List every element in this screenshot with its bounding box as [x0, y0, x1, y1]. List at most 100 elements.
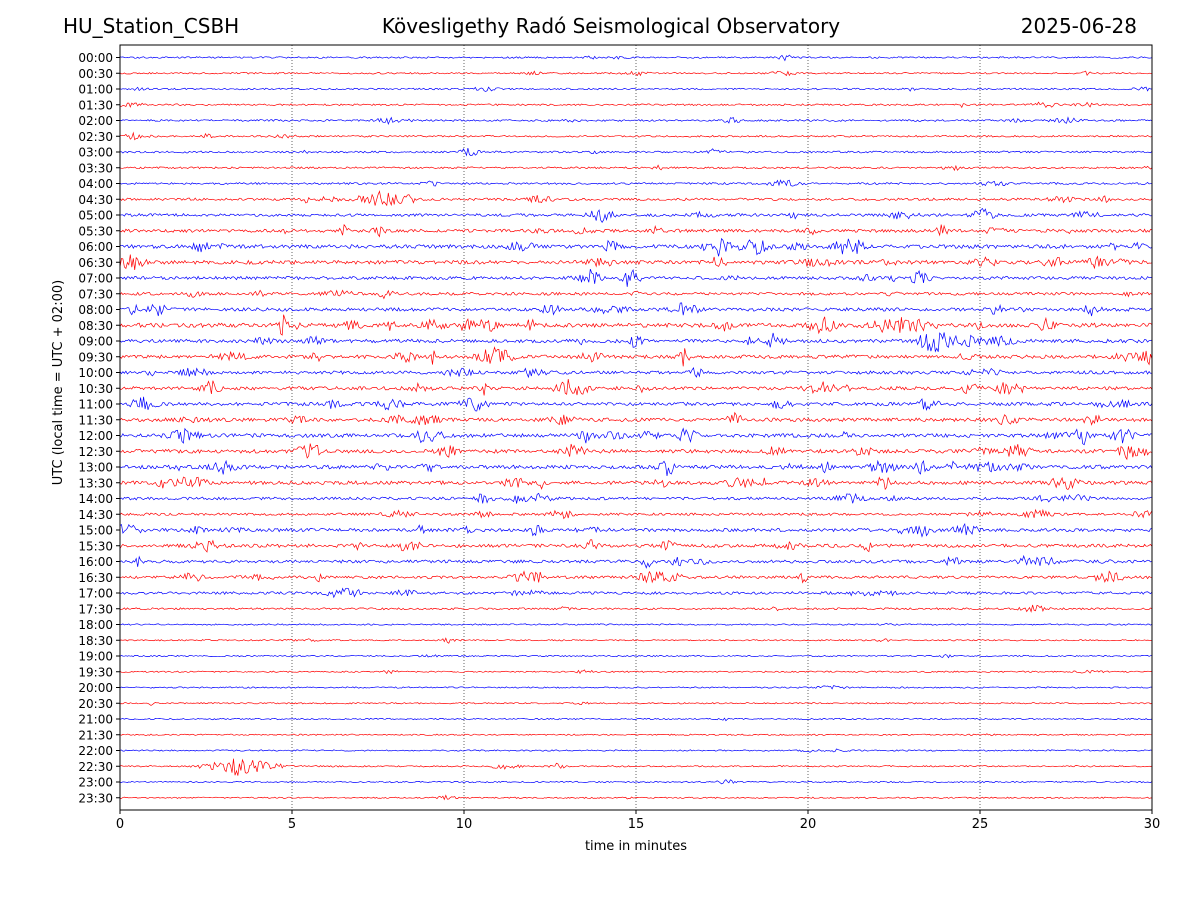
row-label: 18:30	[78, 634, 113, 648]
seismic-trace	[119, 70, 1153, 77]
seismic-trace	[119, 685, 1152, 690]
chart-title: Kövesligethy Radó Seismological Observat…	[381, 14, 841, 38]
seismic-trace	[119, 302, 1153, 317]
seismic-trace	[119, 669, 1153, 675]
seismic-trace	[119, 733, 1153, 737]
seismic-trace	[119, 223, 1153, 238]
trace-group	[119, 54, 1153, 801]
seismic-trace	[119, 476, 1153, 491]
row-label: 20:30	[78, 697, 113, 711]
seismic-trace	[119, 101, 1153, 109]
row-label: 11:00	[78, 398, 113, 412]
x-tick-label: 5	[288, 817, 296, 832]
row-label: 04:00	[78, 177, 113, 191]
seismic-trace	[119, 604, 1153, 613]
seismic-trace	[119, 289, 1153, 300]
y-axis-label: UTC (local time = UTC + 02:00)	[51, 280, 66, 485]
seismic-trace	[119, 396, 1153, 412]
seismic-trace	[119, 748, 1153, 753]
seismic-trace	[119, 346, 1153, 367]
seismic-trace	[119, 314, 1153, 336]
row-label: 09:00	[78, 335, 113, 349]
seismic-trace	[119, 717, 1153, 722]
seismic-trace	[119, 268, 1152, 287]
row-label: 16:00	[78, 555, 113, 569]
x-tick-label: 15	[628, 817, 645, 832]
row-label: 13:30	[78, 476, 113, 490]
x-tick-label: 30	[1144, 817, 1161, 832]
row-label: 17:00	[78, 587, 113, 601]
chart-date: 2025-06-28	[1020, 14, 1137, 38]
seismic-trace	[119, 332, 1153, 353]
seismic-trace	[119, 587, 1153, 599]
row-label: 15:00	[78, 524, 113, 538]
row-label: 19:30	[78, 665, 113, 679]
row-label: 01:00	[78, 83, 113, 97]
x-tick-label: 20	[800, 817, 817, 832]
x-tick-label: 10	[456, 817, 473, 832]
row-label: 18:00	[78, 618, 113, 632]
vertical-grid	[291, 45, 981, 810]
row-label: 14:00	[78, 492, 113, 506]
seismic-trace	[119, 179, 1153, 187]
seismic-trace	[119, 637, 1153, 644]
row-label: 13:00	[78, 461, 113, 475]
row-label: 06:30	[78, 256, 113, 270]
seismic-trace	[119, 701, 1153, 706]
seismic-trace	[119, 148, 1153, 157]
seismic-trace	[119, 539, 1153, 553]
row-label: 09:30	[78, 350, 113, 364]
seismic-trace	[119, 237, 1153, 257]
row-label: 08:30	[78, 319, 113, 333]
row-label: 19:00	[78, 650, 113, 664]
row-label: 03:00	[78, 146, 113, 160]
row-label: 06:00	[78, 240, 113, 254]
row-label: 22:30	[78, 760, 113, 774]
seismic-trace	[119, 54, 1153, 62]
row-label: 02:00	[78, 114, 113, 128]
x-tick-label: 0	[116, 817, 124, 832]
row-label: 10:30	[78, 382, 113, 396]
seismic-trace	[119, 443, 1153, 461]
row-label: 12:00	[78, 429, 113, 443]
x-axis-ticks: 0 5 10 15 20 25 30	[116, 810, 1160, 832]
seismic-trace	[119, 522, 1153, 538]
x-axis-label: time in minutes	[585, 839, 687, 854]
seismic-trace	[119, 164, 1153, 172]
row-label: 17:30	[78, 602, 113, 616]
row-label: 05:00	[78, 209, 113, 223]
seismic-trace	[119, 779, 1153, 785]
seismic-trace	[119, 86, 1153, 92]
row-label: 05:30	[78, 224, 113, 238]
seismic-trace	[119, 379, 1153, 396]
row-label: 12:30	[78, 445, 113, 459]
x-tick-label: 25	[972, 817, 989, 832]
seismic-trace	[119, 508, 1153, 520]
row-label: 16:30	[78, 571, 113, 585]
row-label: 23:30	[78, 791, 113, 805]
seismic-trace	[119, 411, 1153, 426]
row-label: 08:00	[78, 303, 113, 317]
row-label: 23:00	[78, 776, 113, 790]
row-label: 21:30	[78, 728, 113, 742]
row-label: 21:00	[78, 713, 113, 727]
row-label: 22:00	[78, 744, 113, 758]
seismic-trace	[119, 492, 1153, 504]
row-label: 10:00	[78, 366, 113, 380]
seismic-trace	[119, 570, 1153, 584]
seismic-trace	[119, 190, 1153, 207]
row-label: 15:30	[78, 539, 113, 553]
row-label: 20:00	[78, 681, 113, 695]
seismic-trace	[119, 116, 1153, 126]
row-label: 02:30	[78, 130, 113, 144]
row-label: 07:30	[78, 287, 113, 301]
seismic-trace	[119, 622, 1153, 626]
seismic-trace	[119, 131, 1153, 141]
row-label: 00:30	[78, 67, 113, 81]
row-label: 03:30	[78, 161, 113, 175]
seismic-trace	[119, 427, 1153, 446]
row-label: 07:00	[78, 272, 113, 286]
seismic-trace	[119, 654, 1153, 659]
